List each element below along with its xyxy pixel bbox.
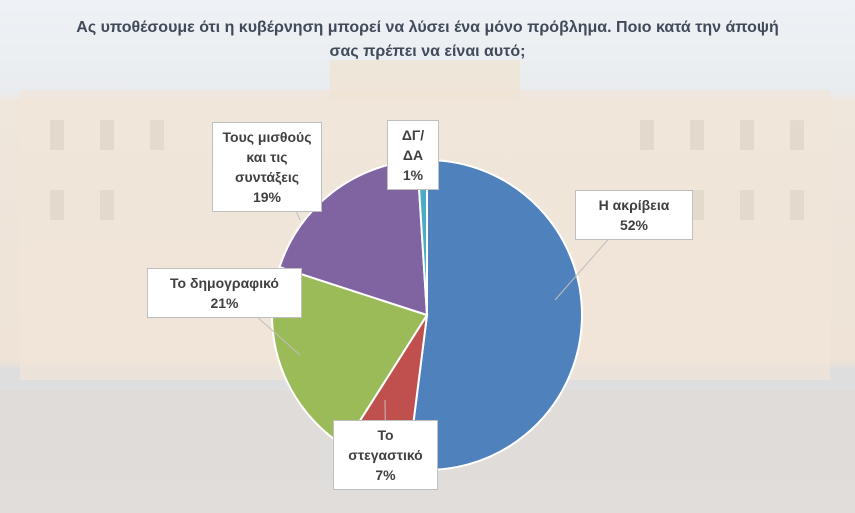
- data-label-category: Το στεγαστικό: [348, 427, 423, 463]
- chart-title: Ας υποθέσουμε ότι η κυβέρνηση μπορεί να …: [76, 19, 779, 60]
- data-label-value: 19%: [252, 189, 282, 205]
- data-label: Το στεγαστικό 7%: [333, 420, 438, 490]
- data-label: ΔΓ/ΔΑ 1%: [387, 120, 439, 190]
- data-label-value: 1%: [402, 167, 424, 183]
- data-label: Το δημογραφικό 21%: [147, 268, 302, 318]
- data-label-category: Η ακρίβεια: [598, 197, 670, 213]
- data-label: Τους μισθούς και τις συντάξεις 19%: [212, 122, 322, 212]
- data-label-value: 21%: [210, 295, 239, 311]
- data-label-category: Τους μισθούς και τις συντάξεις: [222, 129, 312, 185]
- data-label-value: 52%: [619, 217, 649, 233]
- data-label-category: ΔΓ/ΔΑ: [401, 127, 425, 163]
- data-label-value: 7%: [375, 467, 396, 483]
- pie-slice: [406, 158, 583, 471]
- data-label: Η ακρίβεια 52%: [575, 190, 693, 240]
- data-label-category: Το δημογραφικό: [170, 275, 279, 291]
